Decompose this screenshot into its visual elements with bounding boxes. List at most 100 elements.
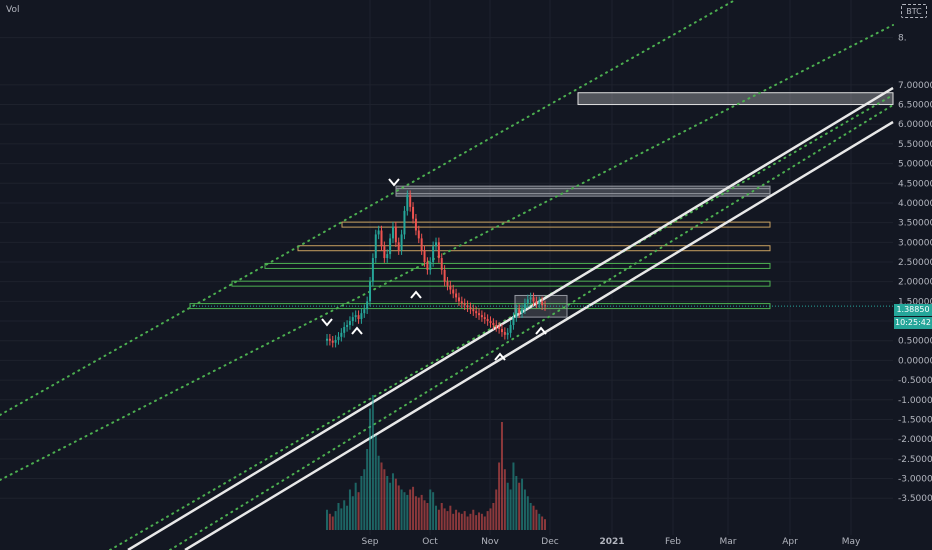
candle-body [426,262,429,270]
volume-indicator-label[interactable]: Vol [6,5,20,15]
x-tick-label: Mar [720,537,737,547]
candle-body [503,332,506,335]
volume-bar [383,469,386,530]
chevron-up-icon [410,290,422,299]
candle-body [509,324,512,333]
candle-body [417,230,420,239]
dotted-trendline [109,94,894,550]
candle-body [363,309,366,314]
channel-upper-line [127,86,894,550]
candle-body [463,303,466,306]
volume-bar [414,496,417,530]
volume-bar [380,462,383,530]
chevron-up-icon [494,352,506,361]
volume-bar [351,496,354,530]
volume-bar [475,515,478,530]
volume-bar [498,462,501,530]
volume-bar [346,505,349,530]
candle-body [529,297,532,300]
volume-bar [400,489,403,530]
y-tick-label: -2.00000 [898,435,932,445]
y-tick-label: 3.00000 [898,238,932,248]
volume-bar [429,489,432,530]
volume-bar [446,511,449,530]
candle-body [348,321,351,325]
volume-bar [363,469,366,530]
volume-bar [328,513,331,530]
volume-bar [541,516,544,530]
dotted-trendline [169,104,894,550]
y-tick-label: 1.50000 [898,297,932,307]
candle-body [391,226,394,239]
volume-bar [503,469,506,530]
x-tick-label: Apr [782,537,798,547]
volume-bar [518,482,521,530]
volume-bar [337,503,340,530]
candle-body [460,301,463,304]
volume-bar [532,505,535,530]
candle-body [406,195,409,211]
volume-bar [466,516,469,530]
y-tick-label: 2.00000 [898,278,932,288]
y-tick-label: 4.50000 [898,179,932,189]
candle-body [371,258,374,282]
volume-bar [369,408,372,530]
volume-bar [389,482,392,530]
volume-bar [354,482,357,530]
last-price-tag: 1.38850 [894,304,932,316]
volume-bar [478,512,481,530]
candle-body [412,206,415,219]
volume-bar [409,489,412,530]
candle-body [380,230,383,247]
volume-bar [452,513,455,530]
volume-bar [331,516,334,530]
volume-bar [506,482,509,530]
candle-body [429,262,432,270]
volume-bar [412,486,415,530]
candle-body [526,299,529,304]
volume-bar [371,395,374,530]
candle-body [409,195,412,207]
dotted-trendline [0,0,736,416]
volume-bar [366,449,369,530]
candle-body [346,324,349,327]
volume-bar [360,476,363,530]
volume-bar [463,511,466,530]
candle-body [475,311,478,314]
y-tick-label: 4.00000 [898,199,932,209]
volume-bar [515,476,518,530]
x-tick-label: 2021 [599,537,624,547]
volume-bar [334,511,337,530]
horizontal-level-zone [297,245,771,252]
y-tick-label: -1.00000 [898,396,932,406]
volume-bar [420,494,423,530]
chevron-up-icon [351,326,363,335]
y-tick-label: 0.50000 [898,337,932,347]
x-tick-label: Nov [481,537,499,547]
horizontal-level-zone [231,280,771,287]
chevron-down-icon [388,178,400,187]
candle-body [354,315,357,318]
candle-body [331,340,334,343]
candle-body [334,339,337,343]
volume-bar [391,473,394,530]
volume-bar [377,455,380,530]
volume-bar [406,494,409,530]
candle-body [500,328,503,333]
currency-badge[interactable]: BTC [901,4,927,18]
volume-bar [544,519,546,530]
candle-body [535,301,538,304]
candle-body [506,332,509,335]
x-tick-label: Dec [541,537,558,547]
y-tick-label: 2.50000 [898,258,932,268]
candle-body [495,324,498,327]
candle-body [449,285,452,290]
candle-body [455,293,458,298]
candle-body [521,309,524,314]
y-tick-label: -0.50000 [898,376,932,386]
y-tick-label: -2.50000 [898,455,932,465]
volume-bar [472,509,475,530]
candle-body [532,297,535,302]
